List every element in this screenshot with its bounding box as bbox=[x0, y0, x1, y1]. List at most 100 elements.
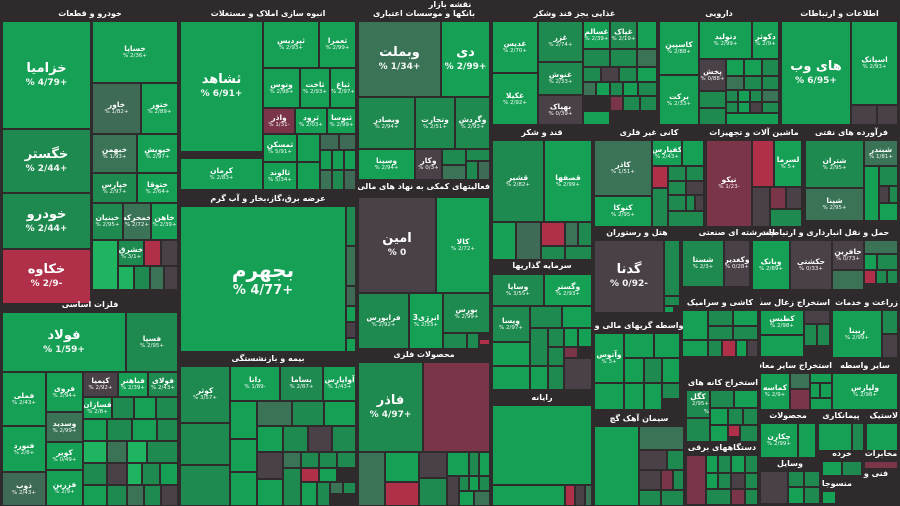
stock-tile[interactable]: امین 0 % bbox=[358, 197, 436, 293]
stock-tile[interactable]: وسینا +2/94 % bbox=[358, 149, 415, 180]
stock-tile[interactable]: قشیر +2/82 % bbox=[492, 140, 544, 222]
stock-tile[interactable] bbox=[594, 383, 624, 410]
stock-tile[interactable]: خپارس +2/97 % bbox=[92, 173, 137, 203]
stock-tile[interactable]: فولاد +1/59 % bbox=[2, 312, 126, 372]
stock-tile[interactable]: کگل +2/95 % bbox=[686, 390, 710, 418]
stock-tile[interactable] bbox=[358, 452, 385, 506]
stock-tile[interactable] bbox=[624, 333, 654, 358]
stock-tile[interactable]: برکت +2/33 % bbox=[659, 75, 699, 125]
stock-tile[interactable] bbox=[423, 362, 490, 452]
stock-tile[interactable] bbox=[818, 423, 852, 451]
stock-tile[interactable]: خاور +1/82 % bbox=[92, 83, 141, 134]
stock-tile[interactable]: غزر +2/74 % bbox=[538, 21, 583, 62]
stock-tile[interactable]: دکوثر +2/9 % bbox=[752, 21, 779, 59]
stock-tile[interactable]: وکغدیر +0/28 % bbox=[724, 240, 750, 287]
stock-tile[interactable]: فسازان +2/8 % bbox=[83, 397, 112, 419]
stock-tile[interactable]: خساپا +2/36 % bbox=[92, 21, 178, 83]
stock-tile[interactable]: قصفها +2/99 % bbox=[544, 140, 592, 222]
stock-tile[interactable]: شستا +2/3 % bbox=[682, 240, 724, 287]
stock-tile[interactable]: ثنوسا +2/99 % bbox=[327, 108, 356, 134]
stock-tile[interactable] bbox=[257, 452, 283, 479]
stock-tile[interactable]: فنورد +2/8 % bbox=[2, 426, 46, 472]
stock-tile[interactable]: ختوقا +2/64 % bbox=[137, 173, 178, 203]
stock-tile[interactable]: ثرود +2/03 % bbox=[295, 108, 327, 134]
stock-tile[interactable]: خبهمن +1/93 % bbox=[92, 134, 137, 173]
stock-tile[interactable]: حافرین +0/73 % bbox=[832, 240, 864, 270]
stock-tile[interactable]: ذوب +2/43 % bbox=[2, 472, 46, 506]
stock-tile[interactable]: غکیلا +2/92 % bbox=[492, 73, 538, 125]
stock-tile[interactable]: شپنا +2/95 % bbox=[805, 188, 864, 221]
stock-tile[interactable] bbox=[492, 405, 592, 485]
stock-tile[interactable]: وسدید +2/99 % bbox=[46, 412, 83, 442]
stock-tile[interactable]: لسرما +5 % bbox=[774, 140, 802, 187]
stock-tile[interactable]: ثعمرا +2/99 % bbox=[319, 21, 356, 68]
stock-tile[interactable] bbox=[230, 401, 257, 439]
stock-tile[interactable] bbox=[230, 472, 257, 506]
stock-tile[interactable]: ثالوند +5/34 % bbox=[263, 162, 297, 190]
stock-tile[interactable]: پخش +0/88 % bbox=[699, 59, 726, 91]
stock-tile[interactable] bbox=[654, 333, 680, 358]
stock-tile[interactable]: فرابورس +2/92 % bbox=[358, 293, 409, 349]
stock-tile[interactable]: خاهن +2/39 % bbox=[151, 203, 178, 240]
stock-tile[interactable]: کطبس +2/98 % bbox=[760, 310, 804, 335]
stock-tile[interactable]: ختور +2/89 % bbox=[141, 83, 178, 134]
stock-tile[interactable]: وگردش +2/93 % bbox=[455, 97, 490, 149]
stock-tile[interactable]: شبندر +1/81 % bbox=[864, 140, 898, 166]
stock-tile[interactable]: انرژی3 +2/33 % bbox=[409, 293, 443, 349]
stock-tile[interactable]: فسپا +2/95 % bbox=[126, 312, 178, 372]
stock-tile[interactable]: کوثر +3/57 % bbox=[180, 366, 230, 423]
stock-tile[interactable] bbox=[324, 401, 356, 426]
stock-tile[interactable]: کیمیا +2/92 % bbox=[83, 372, 118, 397]
stock-tile[interactable]: کرمان +2/83 % bbox=[180, 158, 263, 190]
stock-tile[interactable]: دتولید +2/99 % bbox=[699, 21, 752, 59]
stock-tile[interactable]: ویسا +2/97 % bbox=[492, 306, 530, 342]
stock-tile[interactable]: های وب +6/95 % bbox=[781, 21, 851, 125]
stock-tile[interactable]: ثپردیس +2/93 % bbox=[263, 21, 319, 68]
stock-tile[interactable]: فروی +2/94 % bbox=[46, 372, 83, 412]
stock-tile[interactable]: غسالم +2/39 % bbox=[583, 21, 610, 49]
stock-tile[interactable] bbox=[180, 423, 230, 465]
stock-tile[interactable]: خگستر +2/44 % bbox=[2, 129, 91, 193]
stock-tile[interactable]: ولپارس +2/98 % bbox=[832, 373, 898, 410]
stock-tile[interactable]: فولای +2/43 % bbox=[148, 372, 178, 397]
stock-tile[interactable]: آوایارس +1/43 % bbox=[323, 366, 356, 401]
stock-tile[interactable]: وبانک +2/89 % bbox=[752, 240, 790, 290]
stock-tile[interactable]: بساما +2/87 % bbox=[280, 366, 323, 401]
stock-tile[interactable]: وآتوس +3 % bbox=[594, 333, 624, 383]
stock-tile[interactable]: چکارن +2/99 % bbox=[760, 423, 798, 458]
stock-tile[interactable]: وکار +0/3 % bbox=[415, 149, 442, 180]
stock-tile[interactable]: شتران +2/95 % bbox=[805, 140, 864, 188]
stock-tile[interactable]: واذر -1/31 % bbox=[263, 108, 295, 134]
stock-tile[interactable] bbox=[257, 401, 292, 426]
stock-tile[interactable]: کاسپین +2/88 % bbox=[659, 21, 699, 75]
stock-tile[interactable]: غنوش +2/33 % bbox=[538, 62, 583, 95]
stock-tile[interactable]: دی +2/99 % bbox=[441, 21, 490, 97]
stock-tile[interactable]: خبنیان +2/95 % bbox=[92, 203, 123, 240]
stock-tile[interactable]: ثاخت +2/93 % bbox=[300, 68, 330, 108]
stock-tile[interactable]: تیکو -1/23 % bbox=[706, 140, 752, 227]
stock-tile[interactable]: کالا +2/72 % bbox=[436, 197, 490, 293]
stock-tile[interactable]: غدیس +2/70 % bbox=[492, 21, 538, 73]
stock-tile[interactable]: اسپانک +2/93 % bbox=[851, 21, 898, 105]
stock-tile[interactable] bbox=[760, 471, 788, 504]
stock-tile[interactable]: فباهنر +2/39 % bbox=[118, 372, 148, 397]
stock-tile[interactable]: کویر +0/49 % bbox=[46, 442, 83, 470]
stock-tile[interactable] bbox=[385, 452, 419, 482]
stock-tile[interactable]: فملی +2/43 % bbox=[2, 372, 46, 426]
stock-tile[interactable]: ثباغ +2/97 % bbox=[330, 68, 356, 108]
stock-tile[interactable]: دانا -1/89 % bbox=[230, 366, 280, 401]
stock-tile[interactable]: فزرین +2/9 % bbox=[46, 470, 83, 506]
stock-tile[interactable]: خشرق +3/1 % bbox=[118, 240, 144, 266]
stock-tile[interactable]: بورس +2/99 % bbox=[443, 293, 490, 333]
stock-tile[interactable]: وبملت +1/34 % bbox=[358, 21, 441, 97]
stock-tile[interactable]: وتوس +2/98 % bbox=[263, 68, 300, 108]
stock-tile[interactable]: وگستر +2/93 % bbox=[544, 274, 592, 306]
stock-tile[interactable]: ثمسکن +5/91 % bbox=[263, 134, 297, 162]
stock-tile[interactable] bbox=[230, 439, 257, 472]
stock-tile[interactable] bbox=[594, 426, 639, 506]
stock-tile[interactable]: ثشاهد +6/91 % bbox=[180, 21, 263, 152]
stock-tile[interactable]: کماسه +2/9 % bbox=[760, 373, 790, 410]
stock-tile[interactable]: حکشتی +0/33 % bbox=[790, 240, 832, 290]
stock-tile[interactable]: بجهرم +4/77 % bbox=[180, 206, 346, 352]
stock-tile[interactable]: خمحرکه +2/72 % bbox=[123, 203, 151, 240]
